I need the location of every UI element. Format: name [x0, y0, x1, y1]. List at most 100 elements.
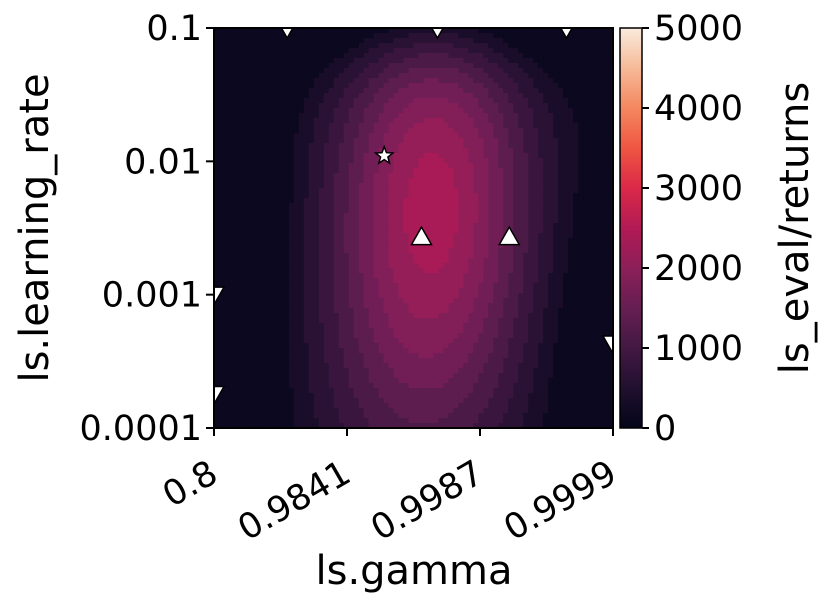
contour-cell [233, 273, 240, 279]
contour-cell [223, 43, 230, 49]
contour-cell [523, 173, 529, 179]
contour-cell [518, 283, 524, 289]
contour-cell [333, 423, 340, 428]
contour-cell [418, 308, 425, 314]
contour-cell [483, 193, 489, 199]
contour-cell [223, 398, 230, 404]
contour-cell [243, 293, 250, 299]
contour-cell [328, 88, 335, 94]
contour-cell [358, 378, 365, 384]
contour-cell [408, 173, 415, 179]
contour-cell [248, 418, 255, 424]
contour-cell [298, 378, 305, 384]
contour-cell [293, 38, 300, 44]
contour-cell [283, 103, 290, 109]
contour-cell [463, 363, 469, 369]
contour-cell [508, 353, 514, 359]
contour-cell [313, 383, 320, 389]
contour-cell [503, 33, 509, 39]
contour-cell [478, 308, 484, 314]
contour-cell [473, 158, 479, 164]
contour-cell [428, 248, 435, 254]
contour-cell [338, 213, 345, 219]
contour-cell [318, 103, 325, 109]
contour-cell [353, 318, 360, 324]
contour-cell [403, 243, 410, 249]
contour-cell [343, 298, 350, 304]
contour-cell [368, 193, 375, 199]
contour-cell [258, 353, 265, 359]
contour-cell [268, 238, 275, 244]
contour-cell [328, 113, 335, 119]
contour-cell [513, 63, 519, 69]
contour-cell [423, 153, 430, 159]
contour-cell [468, 138, 474, 144]
contour-cell [323, 398, 330, 404]
contour-cell [408, 43, 415, 49]
contour-cell [298, 328, 305, 334]
contour-cell [318, 263, 325, 269]
contour-cell [218, 368, 225, 374]
contour-cell [243, 253, 250, 259]
contour-cell [398, 358, 405, 364]
contour-cell [338, 283, 345, 289]
contour-cell [363, 358, 370, 364]
contour-cell [223, 63, 230, 69]
contour-cell [328, 128, 335, 134]
contour-cell [498, 58, 504, 64]
contour-cell [238, 228, 245, 234]
contour-cell [258, 343, 265, 349]
contour-cell [488, 338, 494, 344]
contour-cell [343, 308, 350, 314]
contour-cell [293, 138, 300, 144]
contour-cell [423, 363, 430, 369]
contour-cell [248, 238, 255, 244]
contour-cell [233, 268, 240, 274]
contour-cell [478, 28, 484, 34]
contour-cell [373, 148, 380, 154]
contour-cell [513, 178, 519, 184]
contour-cell [473, 123, 479, 129]
contour-cell [513, 43, 519, 49]
contour-cell [458, 63, 464, 69]
contour-cell [238, 318, 245, 324]
contour-cell [518, 93, 524, 99]
contour-cell [438, 398, 445, 404]
contour-cell [473, 148, 479, 154]
contour-cell [338, 68, 345, 74]
contour-cell [248, 113, 255, 119]
contour-cell [308, 353, 315, 359]
contour-cell [218, 413, 225, 419]
contour-cell [433, 293, 440, 299]
contour-cell [498, 123, 504, 129]
contour-cell [318, 273, 325, 279]
contour-cell [393, 278, 400, 284]
contour-cell [478, 63, 484, 69]
contour-cell [338, 373, 345, 379]
contour-cell [373, 398, 380, 404]
contour-cell [368, 333, 375, 339]
contour-cell [363, 43, 370, 49]
contour-cell [383, 223, 390, 229]
contour-cell [278, 243, 285, 249]
contour-cell [318, 243, 325, 249]
contour-cell [468, 73, 474, 79]
contour-cell [228, 218, 235, 224]
contour-cell [333, 143, 340, 149]
contour-cell [233, 418, 240, 424]
contour-cell [408, 363, 415, 369]
contour-cell [288, 88, 295, 94]
contour-cell [408, 183, 415, 189]
contour-cell [273, 328, 280, 334]
contour-cell [218, 248, 225, 254]
contour-cell [488, 178, 494, 184]
contour-cell [408, 273, 415, 279]
contour-cell [523, 28, 529, 34]
contour-cell [358, 403, 365, 409]
contour-cell [458, 53, 464, 59]
contour-cell [248, 33, 255, 39]
contour-cell [523, 78, 529, 84]
contour-cell [223, 363, 230, 369]
contour-cell [348, 378, 355, 384]
contour-cell [258, 413, 265, 419]
